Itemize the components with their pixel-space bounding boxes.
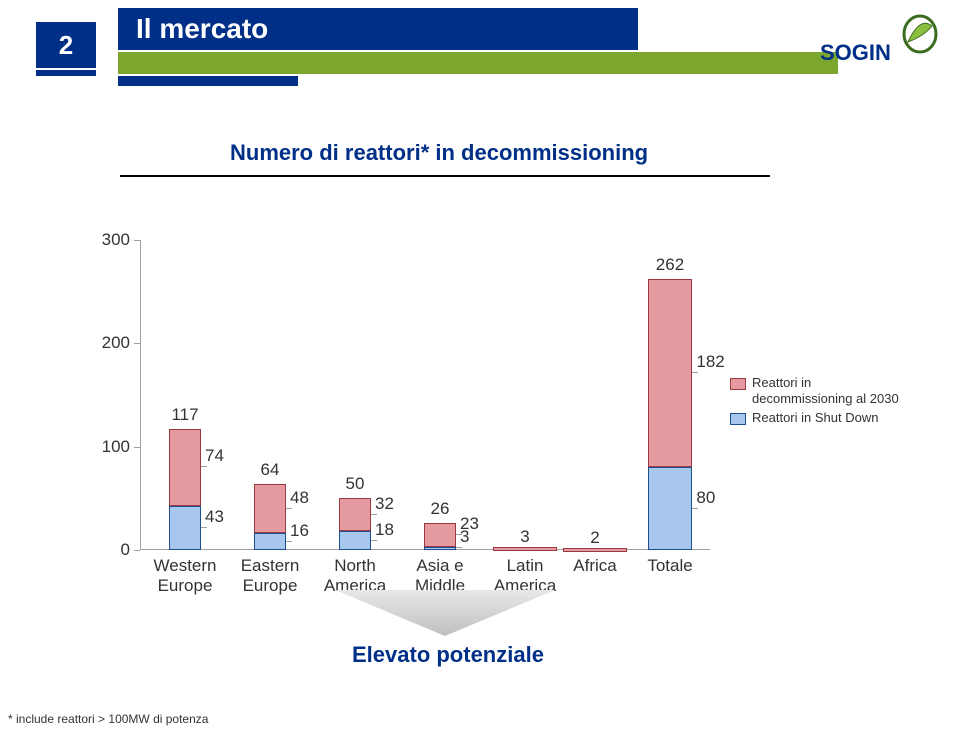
category-label: Africa [555, 556, 635, 576]
legend-swatch [730, 378, 746, 390]
chart-area: 0100200300WesternEurope1174374EasternEur… [80, 240, 880, 600]
logo-text: SOGIN [820, 40, 891, 65]
bar-group: 26323 [424, 523, 456, 550]
y-axis [140, 240, 141, 550]
bar-total-label: 50 [346, 474, 365, 494]
bar-total-label: 26 [431, 499, 450, 519]
chart-title-underline [120, 175, 770, 177]
header-green-bar [118, 52, 838, 74]
y-tick [134, 550, 140, 551]
segment-tick [371, 540, 377, 541]
bar-group: 641648 [254, 484, 286, 550]
down-arrow-icon [335, 590, 555, 636]
bar-group: 26280182 [648, 279, 693, 550]
segment-value-label: 16 [290, 521, 309, 541]
header-thin-bar-small [36, 70, 96, 76]
segment-value-label: 74 [205, 446, 224, 466]
legend-label: Reattori in decommissioning al 2030 [752, 375, 900, 406]
segment-tick [692, 372, 698, 373]
bar-segment [493, 547, 557, 551]
bar-total-label: 3 [520, 527, 529, 547]
y-tick [134, 240, 140, 241]
header-blue-bar [118, 76, 298, 86]
bar-segment [169, 429, 201, 505]
segment-tick [371, 514, 377, 515]
bar-segment [169, 506, 201, 550]
chart-title: Numero di reattori* in decommissioning [230, 140, 648, 166]
segment-value-label: 43 [205, 507, 224, 527]
y-tick-label: 300 [102, 230, 130, 250]
legend-label: Reattori in Shut Down [752, 410, 878, 426]
segment-value-label: 80 [696, 488, 715, 508]
y-tick [134, 343, 140, 344]
bar-segment [424, 523, 456, 547]
category-label: EasternEurope [230, 556, 310, 595]
bar-group: 1174374 [169, 429, 201, 550]
bar-total-label: 64 [261, 460, 280, 480]
legend-item: Reattori in Shut Down [730, 410, 900, 426]
segment-value-label: 182 [696, 352, 724, 372]
category-label: Totale [630, 556, 710, 576]
bar-segment [254, 533, 286, 550]
category-label: WesternEurope [145, 556, 225, 595]
y-tick-label: 200 [102, 333, 130, 353]
bar-segment [648, 467, 693, 550]
bar-segment [254, 484, 286, 534]
bar-total-label: 117 [171, 405, 198, 425]
segment-tick [201, 466, 207, 467]
segment-tick [456, 547, 462, 548]
bar-group: 501832 [339, 498, 371, 550]
bar-segment [563, 548, 627, 552]
y-tick-label: 0 [121, 540, 130, 560]
segment-value-label: 32 [375, 494, 394, 514]
legend-swatch [730, 413, 746, 425]
bar-segment [339, 531, 371, 550]
legend: Reattori in decommissioning al 2030 Reatt… [730, 375, 900, 430]
segment-value-label: 23 [460, 514, 479, 534]
header-title-box: Il mercato [118, 8, 638, 50]
page-number-box: 2 [36, 22, 96, 68]
bar-segment [648, 279, 693, 467]
legend-item: Reattori in decommissioning al 2030 [730, 375, 900, 406]
bar-segment [339, 498, 371, 531]
header-title: Il mercato [136, 13, 268, 45]
caption: Elevato potenziale [352, 642, 544, 668]
sogin-logo: SOGIN [820, 14, 940, 68]
bar-segment [424, 547, 456, 550]
segment-tick [286, 541, 292, 542]
plot: 0100200300WesternEurope1174374EasternEur… [140, 240, 710, 550]
segment-tick [456, 534, 462, 535]
y-tick-label: 100 [102, 437, 130, 457]
segment-value-label: 18 [375, 520, 394, 540]
page-number: 2 [59, 30, 73, 61]
segment-tick [286, 508, 292, 509]
bar-total-label: 262 [656, 255, 684, 275]
y-tick [134, 447, 140, 448]
segment-tick [692, 508, 698, 509]
segment-value-label: 48 [290, 488, 309, 508]
footnote: * include reattori > 100MW di potenza [8, 712, 208, 726]
segment-tick [201, 527, 207, 528]
bar-total-label: 2 [590, 528, 599, 548]
